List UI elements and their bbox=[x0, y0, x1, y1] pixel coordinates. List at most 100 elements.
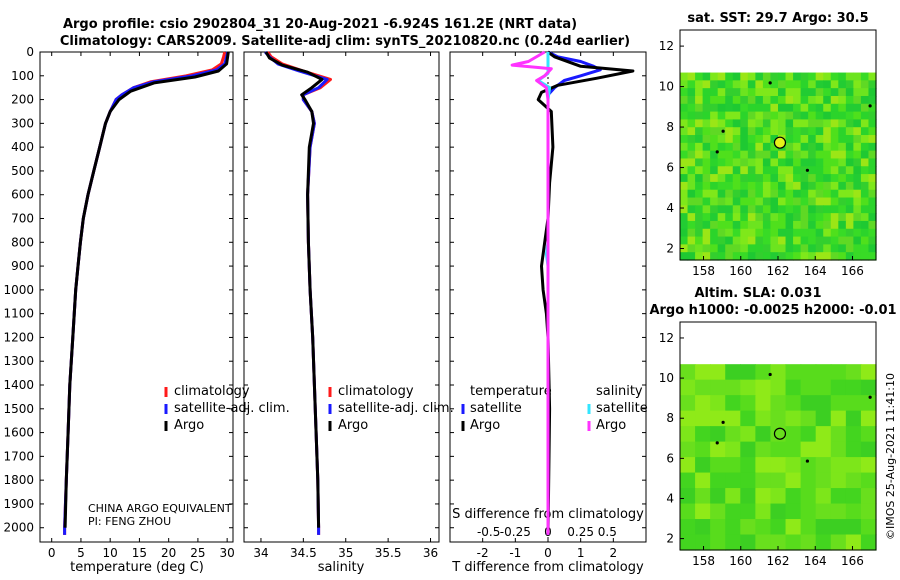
sst-map-cell bbox=[740, 103, 749, 113]
sst-map-cell bbox=[770, 119, 779, 128]
sst-map-cell bbox=[823, 236, 832, 245]
sst-map-cell bbox=[815, 95, 824, 105]
sst-map-cell bbox=[785, 197, 794, 206]
sst-map-cell bbox=[770, 228, 779, 238]
sla-map-cell bbox=[740, 410, 756, 427]
sst-map-cell bbox=[680, 220, 689, 230]
sst-map-cell bbox=[687, 135, 696, 144]
sst-map-cell bbox=[717, 103, 726, 113]
sla-map-cell bbox=[815, 457, 832, 474]
sst-map-cell bbox=[695, 80, 704, 89]
sst-map-cell bbox=[680, 80, 689, 89]
sst-map-cell bbox=[695, 220, 704, 230]
sst-map-cell bbox=[687, 103, 696, 113]
sst-map-cell bbox=[732, 111, 741, 121]
sst-map-cell bbox=[845, 213, 854, 222]
sst-map-cell bbox=[860, 252, 870, 261]
sla-map-cell bbox=[755, 426, 772, 443]
sst-map-cell bbox=[725, 80, 734, 89]
series-line-temperature-argo bbox=[536, 50, 635, 535]
sst-map-cell bbox=[755, 189, 764, 199]
sst-map-cell bbox=[800, 213, 809, 222]
sst-map-cell bbox=[710, 88, 719, 97]
sst-map-cell bbox=[830, 103, 839, 113]
sst-map-cell bbox=[740, 228, 749, 238]
sla-map-cell bbox=[860, 410, 877, 427]
sst-map-cell bbox=[830, 220, 839, 230]
sla-map-cell bbox=[815, 519, 832, 536]
sla-map-cell bbox=[710, 364, 726, 381]
sst-map-cell bbox=[717, 220, 726, 230]
sst-map-cell bbox=[740, 236, 749, 245]
sla-map-cell bbox=[800, 457, 817, 474]
sla-map-cell bbox=[710, 503, 726, 520]
sla-map-cell bbox=[710, 410, 726, 427]
sst-map-cell bbox=[808, 166, 817, 175]
sst-map-cell bbox=[830, 189, 839, 199]
sst-map-cell bbox=[860, 158, 870, 167]
x-tick-label: -1 bbox=[509, 546, 521, 560]
sst-map-cell bbox=[770, 135, 779, 144]
sst-map-cell bbox=[717, 244, 726, 253]
sla-map-cell bbox=[860, 379, 877, 396]
sst-map-cell bbox=[793, 150, 802, 160]
sst-map-cell bbox=[800, 119, 809, 128]
sst-map-y-tick-label: 2 bbox=[666, 242, 674, 256]
y-tick-label: 1000 bbox=[3, 283, 34, 297]
sst-map-cell bbox=[725, 174, 734, 183]
sst-map-cell bbox=[755, 236, 764, 245]
sst-map-cell bbox=[725, 220, 734, 230]
sst-map-cell bbox=[770, 95, 779, 105]
annotation-pi: PI: FENG ZHOU bbox=[88, 515, 171, 528]
sst-map-cell bbox=[695, 103, 704, 113]
sst-map-cell bbox=[808, 189, 817, 199]
sst-map-cell bbox=[785, 228, 794, 238]
sst-map-cell bbox=[823, 197, 832, 206]
sla-map-cell bbox=[740, 488, 756, 505]
x-tick-label: 2 bbox=[610, 546, 618, 560]
argo-float-marker-icon bbox=[773, 427, 787, 440]
series-line-climatology bbox=[63, 51, 227, 535]
figure-title-line2: Climatology: CARS2009. Satellite-adj cli… bbox=[60, 34, 630, 49]
sst-map-cell bbox=[747, 244, 756, 253]
sla-map-cell bbox=[710, 426, 726, 443]
sst-map-cell bbox=[830, 150, 839, 160]
sst-map-cell bbox=[725, 103, 734, 113]
sst-map-cell bbox=[868, 220, 877, 230]
y-tick-label: 1700 bbox=[3, 449, 34, 463]
sla-map-cell bbox=[770, 534, 787, 551]
x-tick-label: 10 bbox=[103, 546, 118, 560]
sst-map-cell bbox=[808, 119, 817, 128]
sst-map-cell bbox=[717, 174, 726, 183]
sst-map-cell bbox=[868, 95, 877, 105]
sst-map-cell bbox=[725, 111, 734, 121]
sst-map-cell bbox=[793, 205, 802, 214]
sst-map-cell bbox=[680, 95, 689, 105]
series-line-argo bbox=[264, 51, 324, 528]
sst-map-cell bbox=[740, 158, 749, 167]
sst-map-cell bbox=[793, 244, 802, 253]
sla-map-cell bbox=[740, 472, 756, 489]
sla-map-cell bbox=[785, 410, 802, 427]
sla-map-cell bbox=[725, 441, 741, 458]
sla-map-cell bbox=[785, 519, 802, 536]
sst-map-y-tick-label: 12 bbox=[659, 39, 674, 53]
sst-map-cell bbox=[845, 220, 854, 230]
sst-map-cell bbox=[762, 197, 772, 206]
sla-map-y-tick-label: 4 bbox=[666, 491, 674, 505]
sst-map-cell bbox=[762, 119, 772, 128]
sst-map-cell bbox=[687, 80, 696, 89]
sst-map-cell bbox=[680, 135, 689, 144]
sst-map-cell bbox=[838, 228, 847, 238]
sst-map-cell bbox=[823, 213, 832, 222]
secondary-x-tick-label: 0.5 bbox=[598, 525, 617, 539]
sst-map-cell bbox=[868, 174, 877, 183]
sst-map-cell bbox=[747, 127, 756, 136]
sst-map-cell bbox=[740, 135, 749, 144]
sst-map-cell bbox=[710, 189, 719, 199]
sst-map-cell bbox=[680, 228, 689, 238]
sst-map-cell bbox=[702, 72, 711, 81]
sst-map-cell bbox=[815, 142, 824, 152]
sst-map-cell bbox=[695, 142, 704, 152]
sst-map-cell bbox=[785, 236, 794, 245]
